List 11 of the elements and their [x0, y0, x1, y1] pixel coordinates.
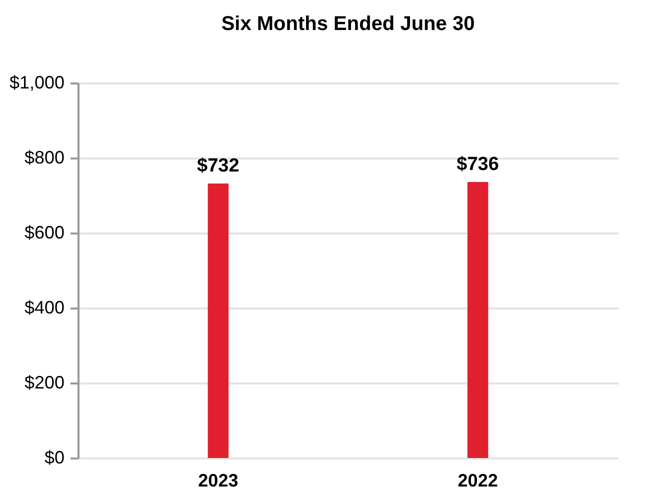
y-tick-label: $200 [24, 372, 64, 392]
y-tick-label: $600 [24, 222, 64, 242]
y-tick-label: $400 [24, 298, 64, 318]
chart-title: Six Months Ended June 30 [221, 13, 475, 35]
y-tick-label: $0 [44, 448, 64, 468]
y-tick-label: $800 [24, 148, 64, 168]
x-tick-label: 2023 [198, 470, 238, 490]
data-label: $732 [197, 156, 240, 176]
x-tick-label: 2022 [458, 470, 498, 490]
y-tick-label: $1,000 [9, 72, 64, 92]
data-label: $736 [456, 154, 499, 175]
